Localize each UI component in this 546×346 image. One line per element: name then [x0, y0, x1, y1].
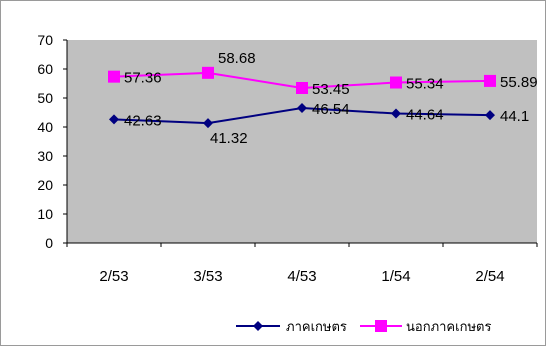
y-tick-label: 60 — [37, 61, 53, 77]
x-tick-label: 1/54 — [381, 268, 410, 285]
series-2-point — [296, 81, 308, 94]
series-1-point — [297, 103, 307, 114]
x-tick-label: 2/54 — [475, 268, 504, 285]
series-2-point — [484, 74, 496, 87]
data-label: 42.63 — [124, 112, 162, 129]
data-label: 44.64 — [406, 107, 444, 124]
series-2-point — [202, 66, 214, 79]
y-tick-label: 40 — [37, 119, 53, 135]
plot-area — [67, 40, 537, 243]
y-tick-label: 70 — [37, 32, 53, 48]
series-2-point — [390, 76, 402, 89]
x-tick-label: 4/53 — [287, 268, 316, 285]
series-1-point — [485, 110, 495, 121]
legend-marker-1 — [253, 321, 263, 331]
data-label: 55.34 — [406, 76, 444, 93]
series-2-point — [108, 70, 120, 83]
y-tick-label: 30 — [37, 148, 53, 164]
legend-label-1: ภาคเกษตร — [286, 320, 347, 335]
legend-label-2: นอกภาคเกษตร — [406, 320, 491, 335]
series-1-point — [203, 118, 213, 129]
data-label: 58.68 — [218, 50, 256, 67]
y-tick-label: 20 — [37, 177, 53, 193]
data-label: 46.54 — [312, 101, 350, 118]
x-tick-label: 3/53 — [193, 268, 222, 285]
data-label: 41.32 — [210, 130, 248, 147]
y-tick-label: 10 — [37, 206, 53, 222]
y-tick-label: 0 — [45, 235, 53, 251]
x-tick-label: 2/53 — [99, 268, 128, 285]
legend-marker-2 — [375, 320, 387, 332]
series-1-point — [391, 108, 401, 119]
data-label: 44.1 — [500, 108, 529, 125]
data-label: 57.36 — [124, 70, 162, 87]
series-1-point — [109, 114, 119, 125]
data-label: 55.89 — [500, 74, 538, 91]
y-tick-label: 50 — [37, 90, 53, 106]
data-label: 53.45 — [312, 81, 350, 98]
